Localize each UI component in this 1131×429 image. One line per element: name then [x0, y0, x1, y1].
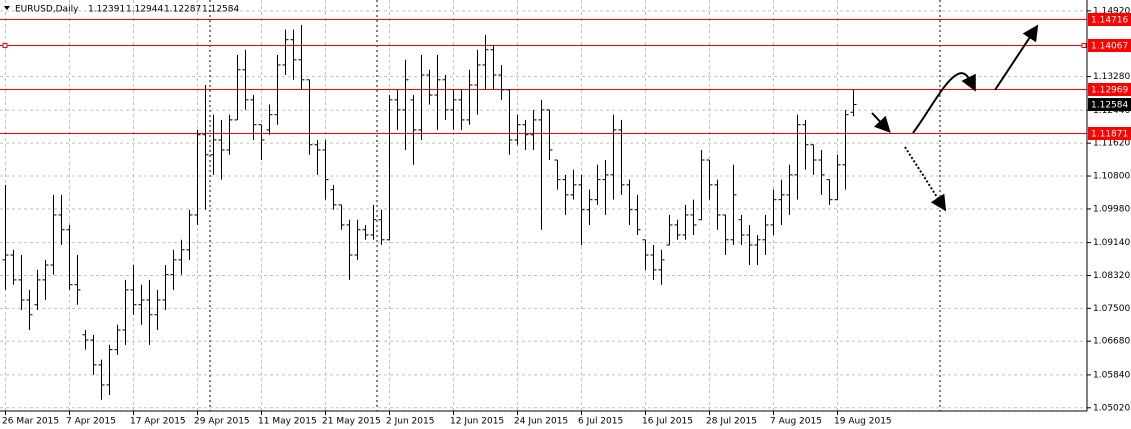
- annotation-arrow: [994, 24, 1039, 91]
- annotation-arrow: [904, 146, 947, 212]
- header-close: 1.12584: [202, 5, 239, 15]
- x-tick-label: 6 Jul 2015: [578, 417, 623, 427]
- x-tick-label: 28 Jul 2015: [706, 417, 757, 427]
- level-label: 1.14067: [1091, 42, 1128, 52]
- header-low: 1.12287: [164, 5, 201, 15]
- annotation-arrow: [871, 112, 891, 133]
- level-label: 1.11871: [1091, 130, 1128, 140]
- level-label: 1.12969: [1091, 86, 1128, 96]
- x-tick-label: 29 Apr 2015: [194, 417, 250, 427]
- level-label-box: [1088, 39, 1131, 52]
- y-tick-label: 1.14920: [1093, 6, 1130, 16]
- x-tick-label: 11 May 2015: [258, 417, 317, 427]
- x-tick-label: 7 Aug 2015: [770, 417, 822, 427]
- levels-layer: [0, 19, 1087, 134]
- y-tick-label: 1.09980: [1093, 204, 1130, 214]
- x-tick-label: 16 Jul 2015: [642, 417, 693, 427]
- x-tick-label: 26 Mar 2015: [2, 417, 59, 427]
- x-tick-label: 2 Jun 2015: [386, 417, 434, 427]
- level-handle: [2, 43, 8, 48]
- y-tick-label: 1.07500: [1093, 304, 1130, 314]
- header: EURUSD,Daily 1.12391 1.12944 1.12287 1.1…: [4, 5, 239, 15]
- y-tick-label: 1.08320: [1093, 271, 1130, 281]
- x-tick-label: 19 Aug 2015: [834, 417, 892, 427]
- y-tick-label: 1.05840: [1093, 370, 1130, 380]
- header-icon: [4, 6, 10, 10]
- x-tick-label: 21 May 2015: [322, 417, 381, 427]
- header-open: 1.12391: [88, 5, 125, 15]
- level-handle: [1081, 43, 1087, 48]
- x-tick-label: 17 Apr 2015: [130, 417, 186, 427]
- y-tick-label: 1.11620: [1093, 139, 1130, 149]
- y-tick-label: 1.06680: [1093, 337, 1130, 347]
- level-label-box: [1088, 127, 1131, 140]
- x-tick-label: 24 Jun 2015: [514, 417, 568, 427]
- symbol: EURUSD,Daily: [15, 5, 79, 15]
- annotation-arrow: [912, 72, 976, 134]
- level-label-box: [1088, 83, 1131, 96]
- y-tick-label: 1.13280: [1093, 72, 1130, 82]
- bars-layer: [2, 24, 857, 400]
- x-tick-label: 12 Jun 2015: [450, 417, 504, 427]
- y-tick-label: 1.10800: [1093, 172, 1130, 182]
- level-label: 1.14716: [1091, 16, 1128, 26]
- axes-layer: 1.149201.132801.124401.116201.108001.099…: [2, 6, 1131, 427]
- y-tick-label: 1.05020: [1093, 403, 1130, 413]
- header-high: 1.12944: [126, 5, 163, 15]
- last-price-label: 1.12584: [1091, 100, 1128, 110]
- y-tick-label: 1.09140: [1093, 238, 1130, 248]
- last-price-box: [1088, 97, 1131, 111]
- x-tick-label: 7 Apr 2015: [66, 417, 116, 427]
- level-label-box: [1088, 13, 1131, 26]
